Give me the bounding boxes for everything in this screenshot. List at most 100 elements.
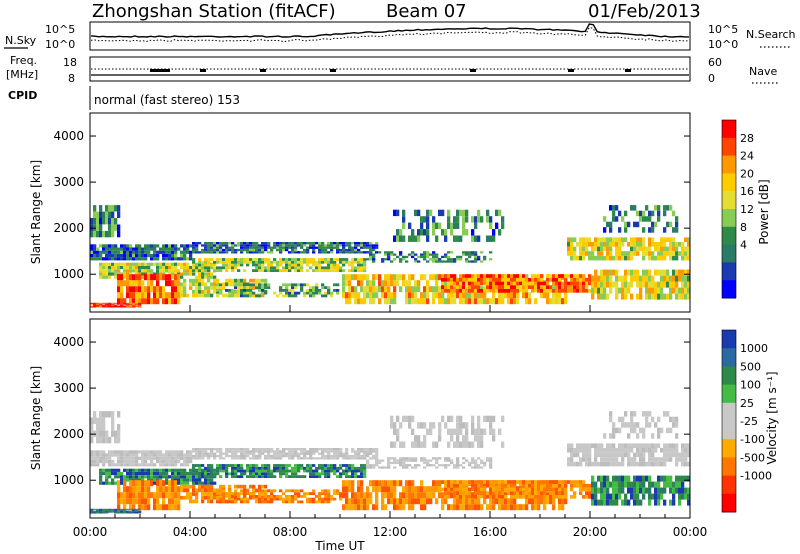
velocity-cell [216,500,220,504]
velocity-cell [423,504,427,511]
velocity-cell [663,443,667,448]
velocity-cell [378,480,382,487]
velocity-cell [189,499,193,504]
velocity-cell [456,487,460,492]
power-cell [120,265,124,270]
power-cell [195,251,199,254]
velocity-cell [123,508,127,510]
velocity-cell [600,499,604,506]
power-cell [132,306,136,308]
velocity-cell [201,492,205,496]
colorbar-swatch [722,366,736,386]
power-cell [486,216,490,223]
power-cell [123,265,127,270]
power-cell [657,251,661,256]
velocity-cell [267,472,271,476]
power-cell [156,274,160,281]
velocity-cell [522,487,526,492]
velocity-heatmap-cells [90,411,691,514]
power-cell [375,244,379,247]
velocity-cell [297,489,301,493]
frequency-panel: Freq. [MHz] 18 8 60 0 Nave [6,54,778,85]
power-cell [198,282,202,287]
power-cell [267,263,271,267]
velocity-cell [192,464,196,467]
power-cell [126,254,130,258]
velocity-cell [378,466,382,469]
velocity-cell [132,508,136,510]
velocity-cell [204,448,208,451]
velocity-cell [291,475,295,478]
velocity-cell [249,495,253,500]
velocity-cell [186,450,190,454]
velocity-cell [267,454,271,458]
power-cell [660,275,664,282]
velocity-cell [237,469,241,473]
velocity-cell [222,495,226,498]
velocity-cell [399,441,403,448]
velocity-cell [222,492,226,495]
power-cell [597,246,601,252]
velocity-cell [447,495,451,499]
power-cell [111,303,115,305]
power-cell [624,275,628,282]
power-cell [315,283,319,287]
velocity-cell [183,463,187,467]
velocity-cell [174,492,178,499]
velocity-cell [669,427,673,434]
power-cell [258,286,262,289]
power-cell [231,246,235,249]
power-cell [558,274,562,278]
power-cell [450,251,454,254]
velocity-cell [285,475,289,478]
velocity-cell [390,415,394,423]
velocity-cell [333,450,337,453]
velocity-cell [576,483,580,488]
power-cell [150,262,154,266]
power-cell [675,255,679,261]
velocity-cell [195,475,199,478]
velocity-cell [582,495,586,499]
velocity-cell [459,428,463,435]
power-cell [435,222,439,229]
power-cell [453,274,457,278]
power-cell [234,294,238,298]
velocity-cell [291,450,295,453]
power-cell [117,211,121,218]
velocity-cell [138,456,142,460]
power-cell [141,280,145,287]
velocity-cell [345,498,349,505]
velocity-cell [540,491,544,495]
power-cell [189,254,193,258]
power-cell [129,298,133,305]
power-cell [129,302,133,304]
velocity-cell [114,468,118,472]
power-cell [345,274,349,281]
velocity-cell [501,480,505,484]
velocity-cell [96,460,100,464]
power-cell [312,289,316,292]
velocity-cell [237,497,241,501]
velocity-cell [354,498,358,505]
power-cell [324,258,328,261]
velocity-cell [321,457,325,460]
power-cell [240,244,244,247]
y-tick-label: 2000 [53,427,84,441]
velocity-cell [450,459,454,462]
power-cell [198,286,202,290]
cpid-value: normal (fast stereo) 153 [94,93,240,107]
velocity-cell [117,468,121,472]
power-cell [258,269,262,272]
velocity-cell [219,464,223,467]
velocity-cell [672,443,676,448]
velocity-cell [309,452,313,455]
velocity-cell [120,460,124,464]
power-cell [207,260,211,264]
power-cell [105,275,109,279]
power-cell [645,216,649,222]
power-cell [159,292,163,299]
power-cell [93,211,97,218]
velocity-cell [219,484,223,489]
power-cell [663,210,667,217]
velocity-cell [225,464,229,467]
